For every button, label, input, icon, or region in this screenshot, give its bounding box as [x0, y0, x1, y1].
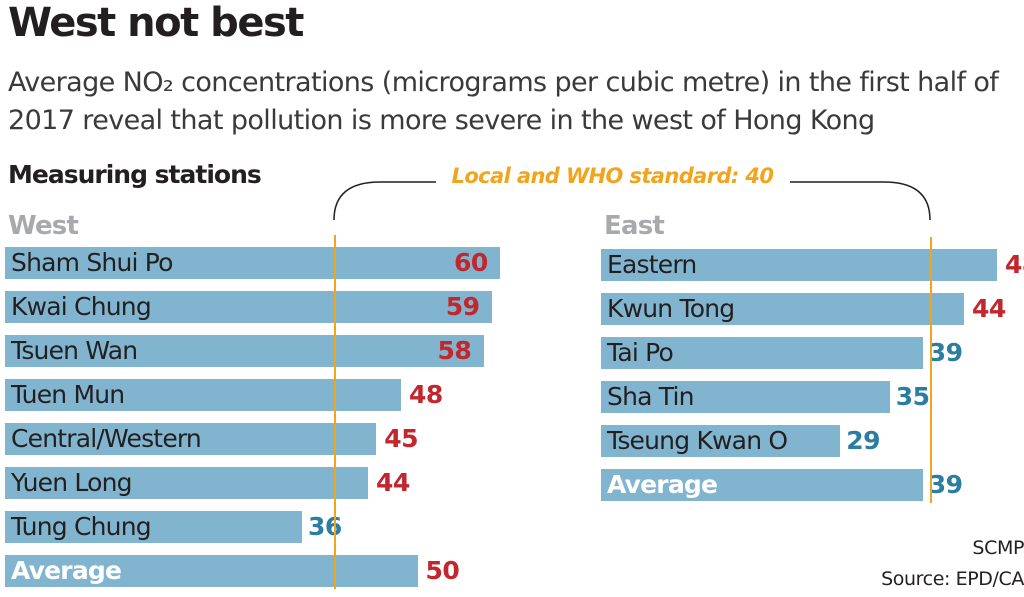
east-value-label-average: 39 [928, 470, 963, 499]
west-value-label-tuen-mun: 48 [409, 380, 443, 409]
standard-label: Local and WHO standard: 40 [451, 164, 774, 188]
west-bar-average [5, 555, 418, 587]
west-panel-title: West [8, 211, 79, 241]
standard-bracket-right-arc [790, 181, 931, 221]
east-value-label-tai-po: 39 [928, 338, 963, 367]
east-value-label-sha-tin: 35 [895, 382, 930, 411]
east-value-label-tseung-kwan-o: 29 [846, 426, 881, 455]
east-bar-average [601, 469, 923, 501]
west-bar-sham-shui-po [5, 247, 500, 279]
west-bar-tung-chung [5, 511, 302, 543]
west-value-label-kwai-chung: 59 [445, 292, 480, 321]
credit-label: SCMP [972, 537, 1024, 559]
west-value-label-sham-shui-po: 60 [454, 248, 488, 277]
west-bar-label-yuen-long: Yuen Long [11, 468, 133, 497]
west-value-label-central-western: 45 [384, 424, 419, 453]
west-bar-kwai-chung [5, 291, 492, 323]
east-value-label-kwun-tong: 44 [972, 294, 1006, 323]
east-panel-title: East [604, 211, 665, 241]
east-bar-label-average: Average [607, 470, 718, 499]
west-bar-label-average: Average [11, 556, 122, 585]
east-standard-line [930, 237, 932, 503]
west-bar-label-sham-shui-po: Sham Shui Po [11, 248, 173, 277]
west-bar-label-tung-chung: Tung Chung [11, 512, 152, 541]
west-value-label-tsuen-wan: 58 [437, 336, 472, 365]
standard-bracket-left-arc [333, 181, 436, 221]
west-bar-label-tsuen-wan: Tsuen Wan [11, 336, 138, 365]
west-bar-label-kwai-chung: Kwai Chung [11, 292, 152, 321]
west-bar-label-tuen-mun: Tuen Mun [11, 380, 125, 409]
east-bar-label-sha-tin: Sha Tin [607, 382, 694, 411]
chart-title: West not best [8, 0, 304, 46]
east-bar-tai-po [601, 337, 923, 369]
east-bar-kwun-tong [601, 293, 964, 325]
east-value-label-eastern: 48 [1005, 250, 1024, 279]
stations-heading: Measuring stations [8, 160, 262, 189]
west-bar-tsuen-wan [5, 335, 484, 367]
east-bar-label-tai-po: Tai Po [607, 338, 674, 367]
west-bar-yuen-long [5, 467, 368, 499]
east-bar-label-kwun-tong: Kwun Tong [607, 294, 735, 323]
west-value-label-tung-chung: 36 [308, 512, 342, 541]
chart-subtitle: Average NO₂ concentrations (micrograms p… [8, 67, 999, 136]
west-bar-label-central-western: Central/Western [11, 424, 202, 453]
west-value-label-yuen-long: 44 [376, 468, 410, 497]
west-standard-line [334, 235, 336, 589]
east-bar-sha-tin [601, 381, 890, 413]
east-bar-label-tseung-kwan-o: Tseung Kwan O [607, 426, 788, 455]
west-bar-central-western [5, 423, 377, 455]
west-value-label-average: 50 [425, 556, 460, 585]
east-bar-tseung-kwan-o [601, 425, 841, 457]
source-label: Source: EPD/CA [881, 568, 1024, 590]
east-bar-label-eastern: Eastern [607, 250, 697, 279]
